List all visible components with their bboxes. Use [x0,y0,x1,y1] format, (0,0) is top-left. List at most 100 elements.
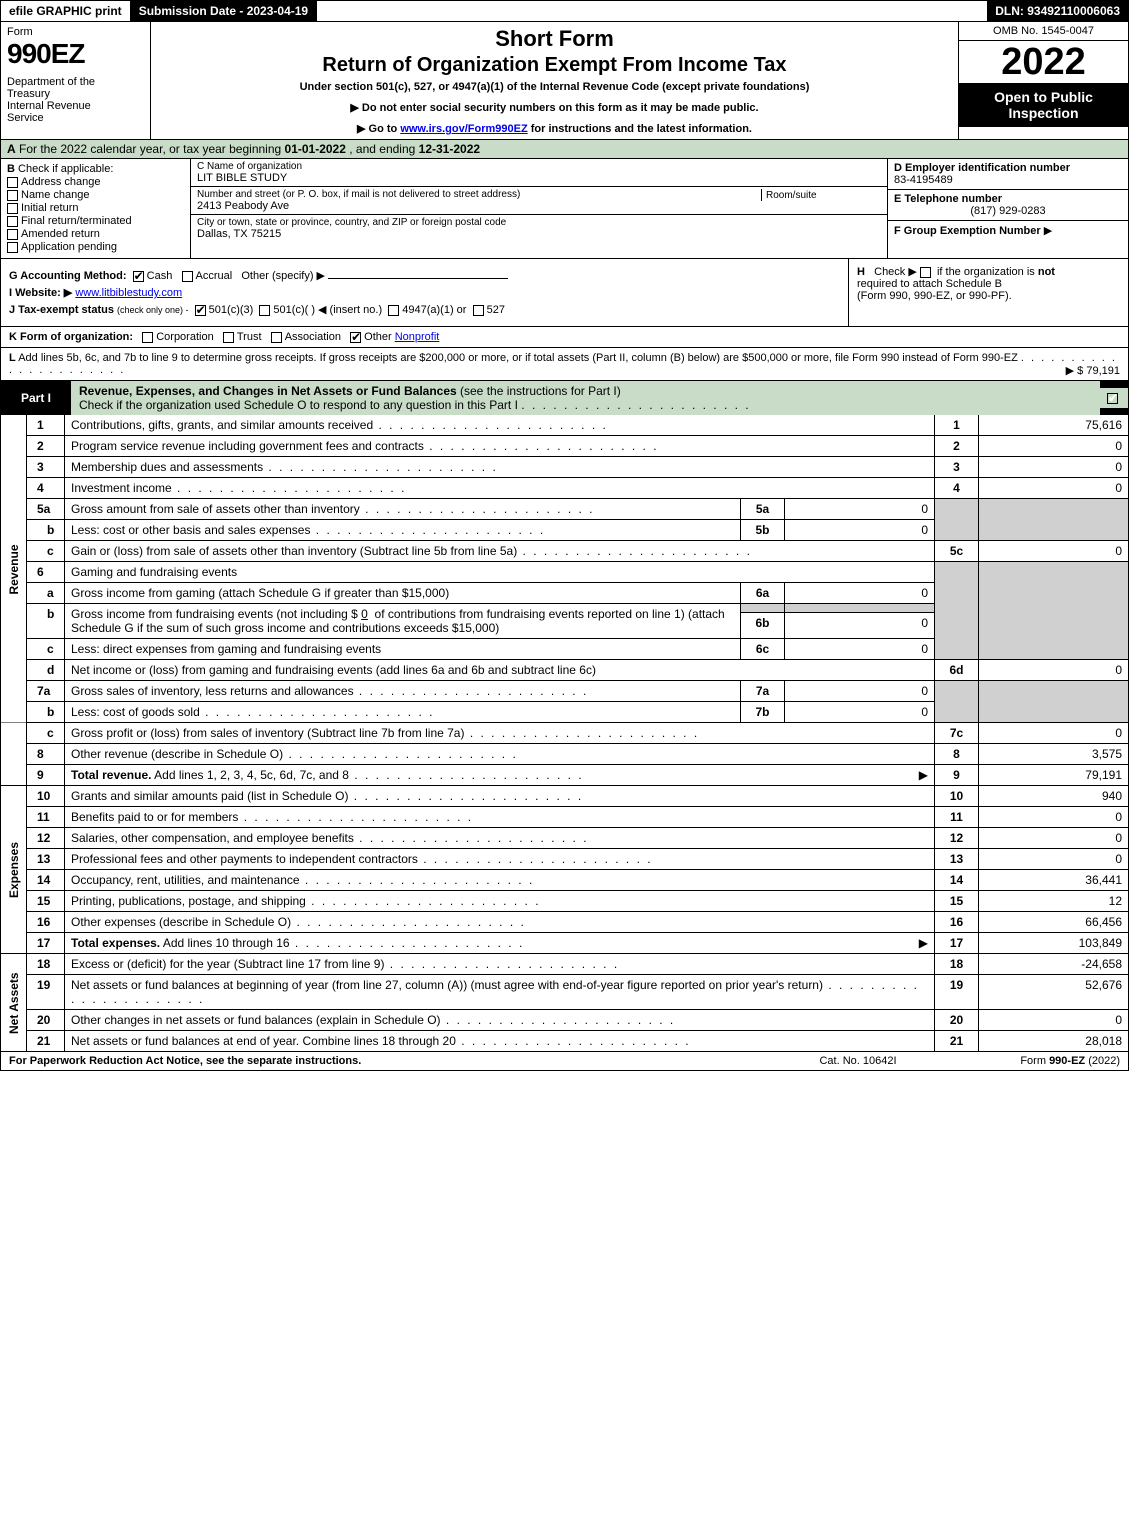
note-ssn: ▶ Do not enter social security numbers o… [161,101,948,114]
dln-label: DLN: 93492110006063 [987,1,1128,21]
chk-amended-return[interactable]: Amended return [7,228,184,240]
city-value: Dallas, TX 75215 [197,228,881,240]
city-label: City or town, state or province, country… [197,217,881,228]
part1-label: Part I [1,388,71,408]
line-11: 11 Benefits paid to or for members 11 0 [1,807,1129,828]
section-a-end: 12-31-2022 [419,142,480,156]
group-exemption-label: F Group Exemption Number [894,225,1041,237]
section-d: D Employer identification number 83-4195… [888,159,1128,190]
omb-number: OMB No. 1545-0047 [959,22,1128,41]
section-b-title: Check if applicable: [18,163,113,175]
org-name: LIT BIBLE STUDY [197,172,881,184]
chk-other-org[interactable] [350,332,361,343]
chk-application-pending[interactable]: Application pending [7,241,184,253]
section-i: I Website: ▶ www.litbiblestudy.com [9,286,840,299]
line-21: 21 Net assets or fund balances at end of… [1,1031,1129,1052]
subtitle: Under section 501(c), 527, or 4947(a)(1)… [161,81,948,93]
line-13: 13 Professional fees and other payments … [1,849,1129,870]
section-ghij: G Accounting Method: Cash Accrual Other … [0,259,1129,327]
chk-name-change[interactable]: Name change [7,189,184,201]
chk-initial-return[interactable]: Initial return [7,202,184,214]
chk-527[interactable] [473,305,484,316]
section-a-mid: , and ending [349,142,418,156]
section-def: D Employer identification number 83-4195… [888,159,1128,258]
side-revenue: Revenue [1,415,27,723]
header-left: Form 990EZ Department of theTreasuryInte… [1,22,151,139]
line-5c: c Gain or (loss) from sale of assets oth… [1,541,1129,562]
phone-value: (817) 929-0283 [894,205,1122,217]
efile-label: efile GRAPHIC print [1,1,131,21]
form-org-label: K Form of organization: [9,331,133,343]
part1-table: Revenue 1 Contributions, gifts, grants, … [0,415,1129,1052]
section-h: H Check ▶ if the organization is not req… [848,259,1128,326]
section-j: J Tax-exempt status (check only one) - 5… [9,303,840,316]
part1-title: Revenue, Expenses, and Changes in Net As… [71,381,1100,415]
chk-address-change[interactable]: Address change [7,176,184,188]
section-bcdef: B Check if applicable: Address change Na… [0,159,1129,259]
other-org-value[interactable]: Nonprofit [395,331,440,343]
chk-trust[interactable] [223,332,234,343]
line-19: 19 Net assets or fund balances at beginn… [1,975,1129,1010]
line-15: 15 Printing, publications, postage, and … [1,891,1129,912]
line-2: 2 Program service revenue including gove… [1,436,1129,457]
gross-receipts: $ 79,191 [1077,365,1120,377]
section-e: E Telephone number (817) 929-0283 [888,190,1128,221]
section-l-text: Add lines 5b, 6c, and 7b to line 9 to de… [18,352,1018,364]
section-a: A For the 2022 calendar year, or tax yea… [0,140,1129,159]
footer-right: Form 990-EZ (2022) [958,1052,1128,1070]
top-bar: efile GRAPHIC print Submission Date - 20… [0,0,1129,22]
section-a-begin: 01-01-2022 [285,142,346,156]
tax-exempt-label: J Tax-exempt status [9,304,114,316]
irs-link[interactable]: www.irs.gov/Form990EZ [400,123,527,135]
street-block: Room/suite Number and street (or P. O. b… [191,187,887,215]
line-8: 8 Other revenue (describe in Schedule O)… [1,744,1129,765]
chk-association[interactable] [271,332,282,343]
line-6d: d Net income or (loss) from gaming and f… [1,660,1129,681]
city-block: City or town, state or province, country… [191,215,887,242]
ein-value: 83-4195489 [894,174,953,186]
line-5a: 5a Gross amount from sale of assets othe… [1,499,1129,520]
submission-date: Submission Date - 2023-04-19 [131,1,317,21]
chk-corporation[interactable] [142,332,153,343]
chk-final-return[interactable]: Final return/terminated [7,215,184,227]
line-7c: c Gross profit or (loss) from sales of i… [1,723,1129,744]
note-goto-post: for instructions and the latest informat… [531,123,752,135]
line-6: 6 Gaming and fundraising events [1,562,1129,583]
form-number: 990EZ [7,38,144,70]
chk-cash[interactable] [133,271,144,282]
line-16: 16 Other expenses (describe in Schedule … [1,912,1129,933]
header-center: Short Form Return of Organization Exempt… [151,22,958,139]
chk-501c3[interactable] [195,305,206,316]
section-a-label: A [7,142,16,156]
line-9: 9 Total revenue. Add lines 1, 2, 3, 4, 5… [1,765,1129,786]
part1-header: Part I Revenue, Expenses, and Changes in… [0,381,1129,415]
street-value: 2413 Peabody Ave [197,200,881,212]
room-suite: Room/suite [761,189,881,201]
note-goto-pre: ▶ Go to [357,123,400,135]
accounting-label: G Accounting Method: [9,270,127,282]
line-1: Revenue 1 Contributions, gifts, grants, … [1,415,1129,436]
line-12: 12 Salaries, other compensation, and emp… [1,828,1129,849]
note-goto: ▶ Go to www.irs.gov/Form990EZ for instru… [161,122,948,135]
title-return: Return of Organization Exempt From Incom… [161,54,948,77]
section-b: B Check if applicable: Address change Na… [1,159,191,258]
chk-schedule-b[interactable] [920,267,931,278]
part1-checkbox[interactable] [1100,388,1128,408]
tax-year: 2022 [959,41,1128,83]
chk-4947[interactable] [388,305,399,316]
org-name-block: C Name of organization LIT BIBLE STUDY [191,159,887,187]
open-to-public: Open to Public Inspection [959,83,1128,127]
section-l: L Add lines 5b, 6c, and 7b to line 9 to … [0,348,1129,381]
line-14: 14 Occupancy, rent, utilities, and maint… [1,870,1129,891]
chk-accrual[interactable] [182,271,193,282]
section-b-label: B [7,163,15,175]
section-a-text-pre: For the 2022 calendar year, or tax year … [19,142,285,156]
section-l-label: L [9,352,16,364]
line-7a: 7a Gross sales of inventory, less return… [1,681,1129,702]
title-short-form: Short Form [161,26,948,52]
other-specify-line [328,278,508,279]
website-link[interactable]: www.litbiblestudy.com [75,287,182,299]
form-word: Form [7,26,144,38]
chk-501c[interactable] [259,305,270,316]
department-label: Department of theTreasuryInternal Revenu… [7,76,144,124]
